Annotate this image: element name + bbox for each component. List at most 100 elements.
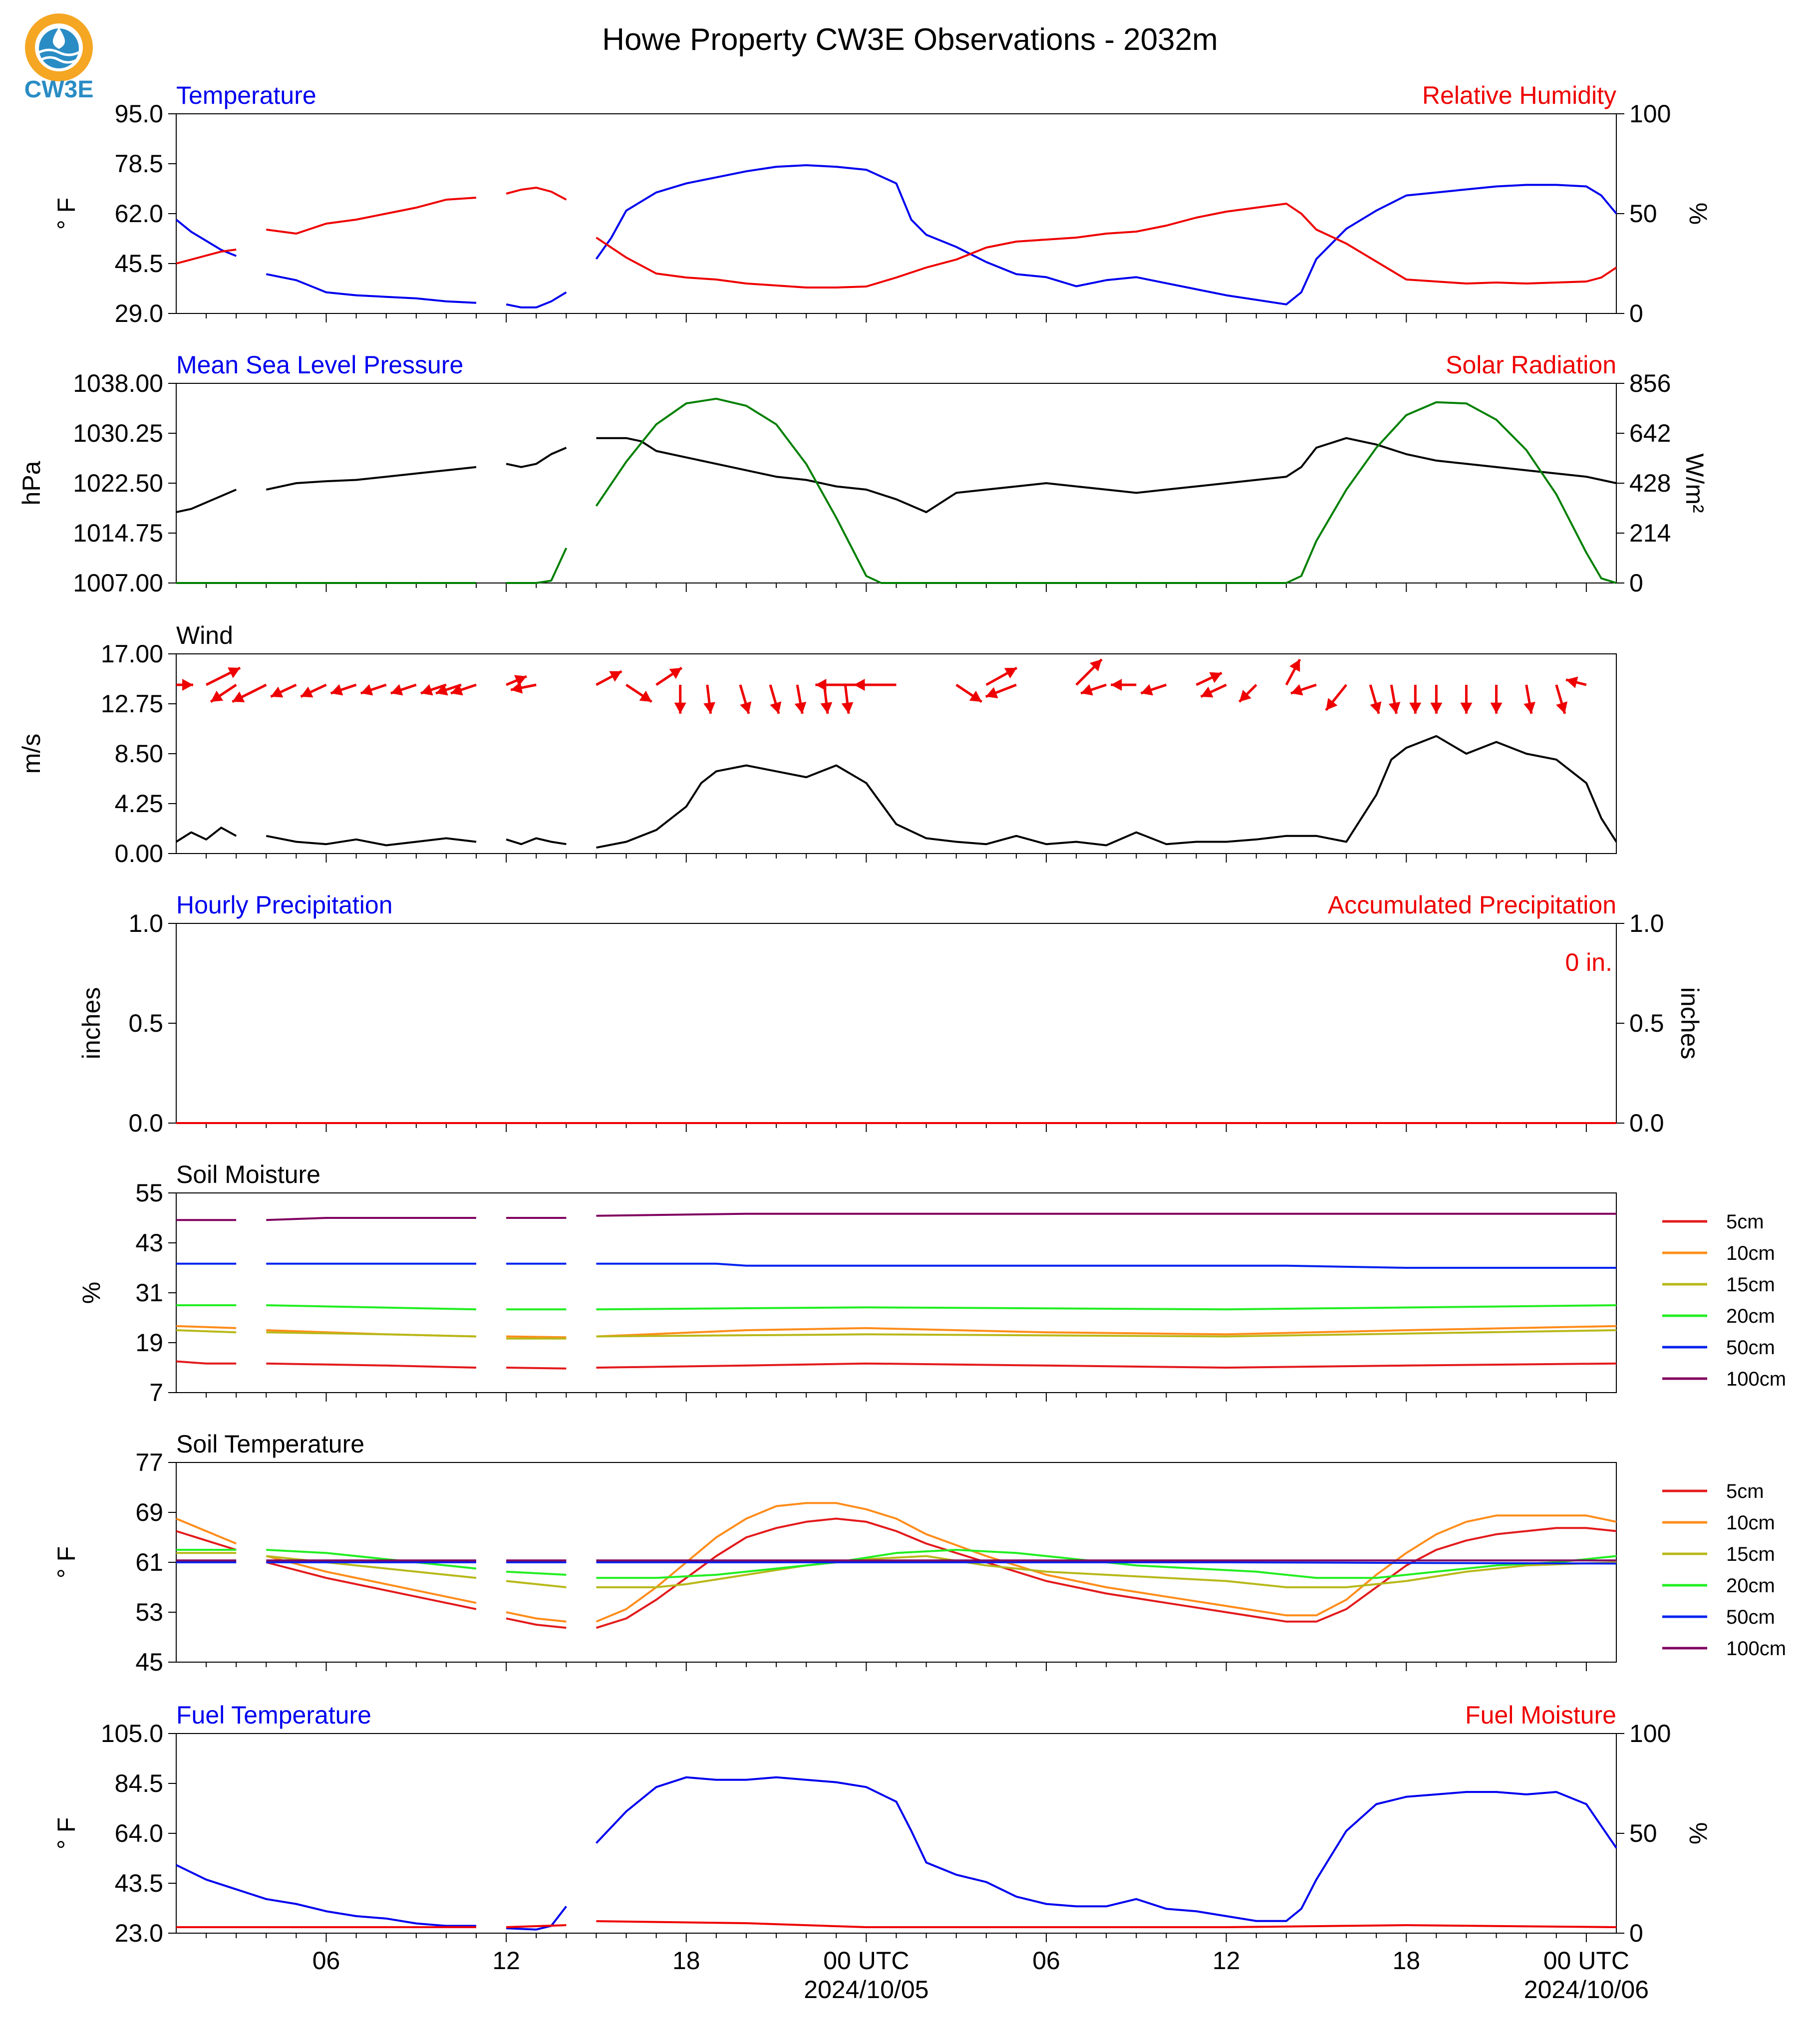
- series-line-50cm: [596, 1262, 1616, 1269]
- panel-title-right: Fuel Moisture: [1465, 1701, 1616, 1729]
- legend-label: 20cm: [1726, 1305, 1775, 1327]
- wind-arrow-head: [330, 684, 343, 696]
- wind-arrow-head: [232, 691, 245, 702]
- x-date-label: 2024/10/06: [1524, 1976, 1649, 2004]
- wind-arrow-head: [1111, 679, 1122, 691]
- x-tick-label: 06: [1032, 1947, 1060, 1975]
- series-line-red: [596, 203, 1617, 289]
- wind-arrow-head: [740, 701, 752, 714]
- wind-arrow-head: [420, 684, 433, 696]
- x-tick-label: 18: [1392, 1947, 1420, 1975]
- series-line-blue: [506, 291, 567, 308]
- y-tick-label: 31: [135, 1279, 163, 1307]
- x-date-label: 2024/10/05: [804, 1976, 928, 2004]
- wind-arrow-head: [1566, 676, 1578, 688]
- series-line-5cm: [506, 1367, 567, 1370]
- y-tick-label: 4.25: [115, 790, 163, 818]
- y-tick-label: 45: [135, 1648, 163, 1676]
- series-line-100cm: [266, 1217, 476, 1221]
- series-line-5cm: [596, 1517, 1617, 1629]
- wind-arrow-head: [1490, 702, 1503, 714]
- series-line-20cm: [506, 1570, 567, 1576]
- series-line-black: [176, 489, 237, 514]
- x-tick-label: 06: [312, 1947, 340, 1975]
- y-axis-label-right: inches: [1676, 987, 1704, 1060]
- wind-arrow-head: [1141, 684, 1154, 696]
- panel-title: Hourly Precipitation: [176, 891, 393, 919]
- series-line-blue: [506, 1906, 567, 1931]
- wind-arrow-head: [669, 668, 682, 679]
- x-tick-label: 12: [1213, 1947, 1240, 1975]
- wind-arrow-head: [211, 690, 224, 702]
- wind-arrow-head: [639, 690, 652, 702]
- legend-label: 5cm: [1726, 1211, 1764, 1233]
- panel-temperature: Temperature Relative Humidity 29.0 45.5 62.0…: [52, 81, 1712, 327]
- series-line-15cm: [176, 1329, 237, 1334]
- series-line-100cm: [596, 1212, 1616, 1217]
- series-line-10cm: [266, 1555, 477, 1604]
- panel-title-right: Relative Humidity: [1422, 81, 1616, 109]
- wind-arrow-head: [609, 671, 622, 682]
- wind-arrow-head: [360, 684, 373, 696]
- y-tick-label: 105.0: [101, 1720, 163, 1747]
- panel-fuel-temperature: Fuel Temperature Fuel Moisture 23.0 43.5 64.…: [52, 1701, 1712, 2004]
- wind-arrow-head: [1388, 702, 1401, 714]
- y-tick-label-right: 100: [1629, 1720, 1671, 1747]
- y-tick-label: 62.0: [115, 200, 163, 228]
- series-line-black: [266, 466, 477, 491]
- wind-arrow-head: [182, 679, 193, 691]
- wind-arrow-head: [451, 684, 463, 696]
- y-tick-label: 45.5: [115, 250, 163, 278]
- panel-soil-moisture: Soil Moisture 7 19 31 43 55% 5cm 10cm 15cm 20cm 50…: [77, 1160, 1786, 1407]
- series-line-5cm: [266, 1362, 477, 1369]
- y-tick-label: 1030.25: [73, 419, 163, 447]
- series-line-black: [266, 835, 477, 847]
- y-tick-label: 78.5: [115, 150, 163, 178]
- wind-arrow-head: [1239, 689, 1251, 702]
- panel-soil-temperature: Soil Temperature 45 53 61 69 77 ° F 5cm 10cm 15cm…: [52, 1430, 1786, 1676]
- wind-arrow-head: [1430, 702, 1443, 714]
- y-tick-label-right: 0: [1629, 1919, 1643, 1947]
- wind-arrow-head: [514, 675, 527, 686]
- y-axis-label-right: %: [1684, 203, 1712, 225]
- logo-text: CW3E: [24, 76, 94, 103]
- wind-arrow-head: [301, 686, 313, 698]
- y-tick-label-right: 50: [1629, 200, 1657, 228]
- series-line-10cm: [596, 1325, 1617, 1338]
- y-axis-label: %: [77, 1282, 105, 1304]
- series-line-15cm: [596, 1555, 1617, 1588]
- legend-label: 50cm: [1726, 1606, 1775, 1628]
- panel-title: Fuel Temperature: [176, 1701, 371, 1729]
- series-line-10cm: [596, 1502, 1617, 1623]
- y-tick-label-right: 0.0: [1629, 1109, 1664, 1137]
- x-tick-label: 12: [492, 1947, 520, 1975]
- wind-arrow-head: [770, 701, 782, 714]
- series-line-black: [506, 837, 567, 846]
- wind-arrow-head: [794, 702, 807, 714]
- y-tick-label: 1.0: [128, 909, 163, 937]
- y-tick-label: 1022.50: [73, 469, 163, 497]
- y-tick-label: 0.0: [128, 1109, 163, 1137]
- series-line-black: [596, 437, 1617, 514]
- panel-title: Mean Sea Level Pressure: [176, 351, 463, 379]
- wind-arrow-head: [390, 684, 403, 696]
- legend-label: 10cm: [1726, 1242, 1775, 1264]
- series-line-15cm: [506, 1580, 567, 1588]
- series-line-green: [595, 397, 1617, 584]
- wind-arrow-head: [1326, 698, 1338, 710]
- series-line-black: [175, 827, 237, 843]
- wind-arrow-head: [854, 679, 865, 691]
- y-tick-label: 43: [135, 1229, 163, 1257]
- wind-arrow-head: [1523, 702, 1535, 714]
- y-tick-label: 29.0: [115, 299, 163, 327]
- series-line-15cm: [596, 1329, 1617, 1338]
- y-tick-label-right: 0: [1629, 569, 1643, 597]
- y-tick-label-right: 1.0: [1629, 909, 1664, 937]
- wind-arrow-head: [703, 702, 715, 714]
- y-tick-label: 61: [135, 1548, 163, 1576]
- x-tick-label: 18: [672, 1947, 700, 1975]
- y-axis-label: inches: [77, 987, 105, 1060]
- wind-arrow-head: [674, 702, 686, 714]
- wind-arrow-head: [511, 682, 523, 694]
- wind-arrow-head: [1081, 684, 1093, 696]
